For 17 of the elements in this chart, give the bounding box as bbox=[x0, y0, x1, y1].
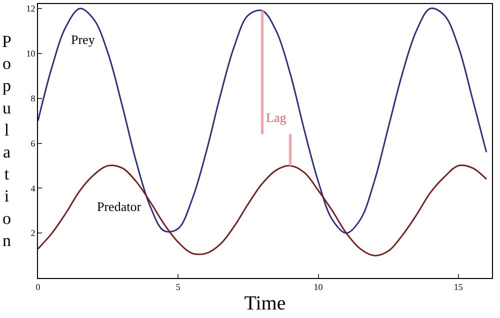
x-tick-label: 0 bbox=[36, 282, 41, 292]
annotation: Lag bbox=[266, 110, 287, 125]
line-series bbox=[38, 8, 488, 234]
y-tick-label: 6 bbox=[30, 138, 36, 148]
series-label: Predator bbox=[97, 199, 142, 214]
y-tick-label: 2 bbox=[30, 228, 36, 238]
y-tick-label: 4 bbox=[30, 183, 36, 194]
line-series bbox=[38, 164, 488, 256]
series-label: Prey bbox=[71, 32, 96, 47]
text: Population bbox=[2, 32, 12, 250]
y-tick-label: 12 bbox=[26, 4, 36, 14]
x-tick-label: 5 bbox=[176, 282, 181, 292]
x-axis-title: Time bbox=[244, 292, 286, 314]
x-tick-label: 10 bbox=[314, 282, 324, 292]
y-tick-label: 8 bbox=[30, 93, 36, 104]
y-tick-label: 10 bbox=[26, 48, 36, 59]
x-tick-label: 15 bbox=[454, 282, 464, 292]
